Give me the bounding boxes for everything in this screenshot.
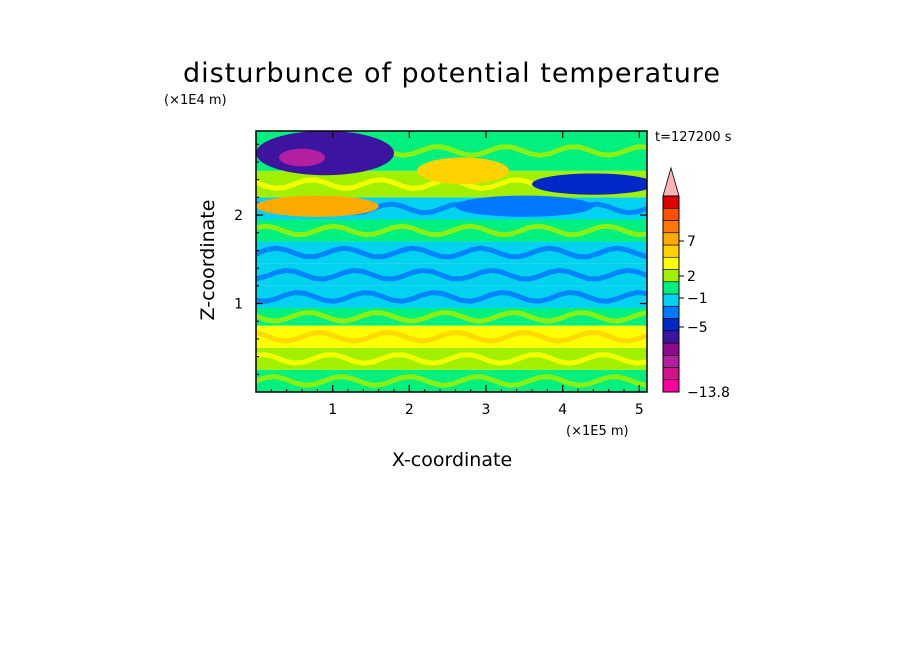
field-feature — [417, 157, 509, 185]
field-band — [256, 263, 647, 286]
field-feature — [279, 148, 325, 167]
colorbar-segment — [662, 354, 680, 368]
plot-area — [255, 130, 648, 393]
y-tick-label: 1 — [234, 297, 243, 313]
field-feature — [532, 173, 647, 195]
chart-title: disturbunce of potential temperature — [183, 58, 721, 89]
colorbar-segment — [662, 269, 680, 283]
field-streak — [256, 223, 647, 238]
field-streak — [256, 330, 647, 344]
colorbar-segment — [662, 305, 680, 319]
field-streak — [256, 289, 647, 304]
axes: 1 2 3 4 5 1 2 — [234, 131, 647, 418]
colorbar-label: 2 — [687, 269, 696, 285]
colorbar-segment — [662, 293, 680, 307]
colorbar-segment — [662, 330, 680, 344]
field-streak — [256, 352, 647, 366]
x-tick-label: 3 — [482, 402, 491, 418]
x-tick-label: 2 — [405, 402, 414, 418]
colorbar-min-label: −13.8 — [687, 385, 730, 401]
x-tick-label: 5 — [635, 402, 644, 418]
field-streak — [256, 245, 647, 260]
colorbar-label: −1 — [687, 291, 708, 307]
colorbar: 7 2 −1 −5 −13.8 — [662, 166, 730, 401]
plot-frame — [255, 130, 648, 393]
colorbar-frame — [662, 195, 680, 393]
colorbar-segment — [662, 220, 680, 234]
colorbar-segment — [662, 244, 680, 258]
y-axis-unit: (×1E4 m) — [164, 93, 227, 108]
colorbar-segment — [662, 256, 680, 270]
field-streak — [256, 310, 647, 324]
field-band — [256, 241, 647, 264]
colorbar-segment — [662, 195, 680, 209]
colorbar-segment — [662, 207, 680, 221]
x-tick-label: 4 — [558, 402, 567, 418]
colorbar-segment — [662, 379, 680, 393]
field-streak — [256, 374, 647, 388]
colorbar-label: 7 — [687, 234, 696, 250]
y-tick-label: 2 — [234, 208, 243, 224]
field-feature — [455, 195, 594, 217]
colorbar-segment — [662, 342, 680, 356]
x-axis-unit: (×1E5 m) — [566, 424, 629, 439]
field-feature — [256, 131, 394, 176]
colorbar-segment — [662, 318, 680, 332]
field — [256, 131, 647, 392]
x-tick-label: 1 — [328, 402, 337, 418]
colorbar-label: −5 — [687, 320, 708, 336]
colorbar-segment — [662, 232, 680, 246]
colorbar-segment — [662, 367, 680, 381]
colorbar-segment — [662, 281, 680, 295]
field-band — [256, 325, 647, 348]
time-label: t=127200 s — [655, 130, 732, 145]
field-feature — [256, 195, 379, 217]
field-band — [256, 369, 647, 392]
colorbar-extension — [662, 166, 680, 197]
field-streak — [256, 267, 647, 282]
x-axis-title: X-coordinate — [391, 449, 513, 471]
